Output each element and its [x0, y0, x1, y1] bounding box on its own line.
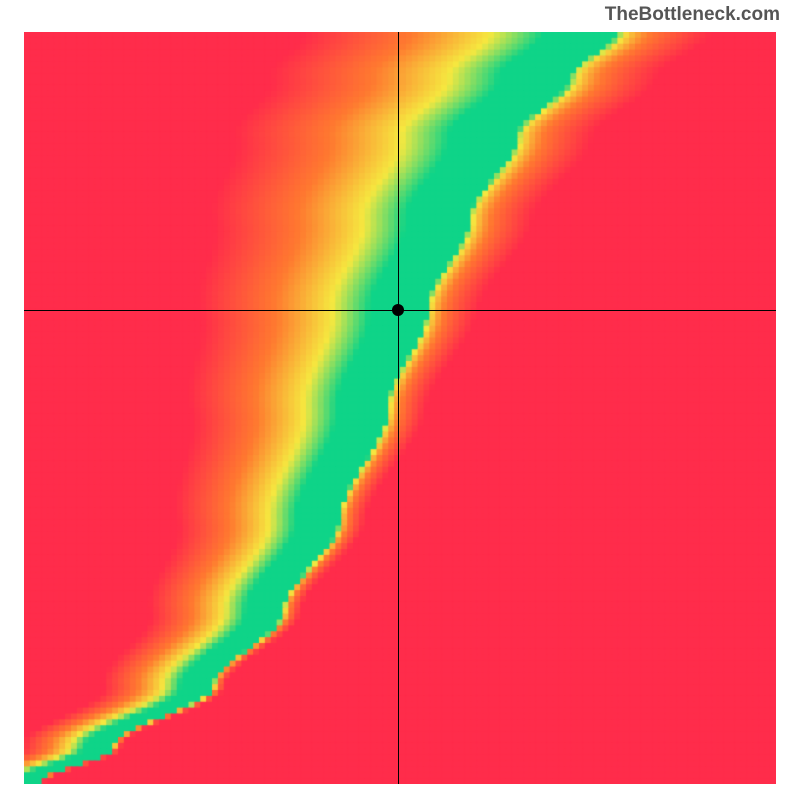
chart-area — [24, 32, 776, 784]
heatmap-canvas — [24, 32, 776, 784]
bottleneck-heatmap: TheBottleneck.com — [0, 0, 800, 800]
chart-wrap — [0, 32, 800, 800]
attribution-text: TheBottleneck.com — [0, 0, 800, 32]
